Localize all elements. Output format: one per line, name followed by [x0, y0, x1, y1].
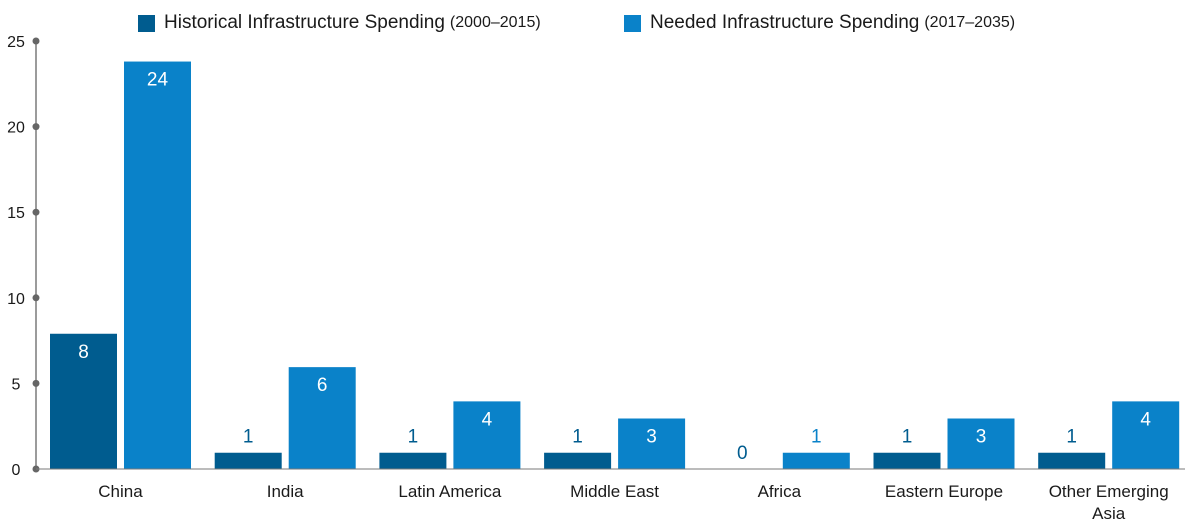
data-label: 3: [646, 426, 657, 447]
legend-period-historical: (2000–2015): [449, 14, 541, 31]
x-tick-label: Other Emerging: [1049, 482, 1169, 501]
data-label: 4: [1140, 409, 1151, 430]
bar: [214, 452, 282, 469]
data-label: 24: [147, 70, 169, 91]
chart-legend: Historical Infrastructure Spending (2000…: [0, 12, 1200, 42]
data-label: 6: [317, 375, 328, 396]
legend-item-historical: Historical Infrastructure Spending (2000…: [138, 12, 541, 34]
y-tick-label: 25: [7, 34, 25, 51]
y-tick-label: 5: [12, 376, 21, 393]
bar: [379, 452, 447, 469]
legend-label-historical: Historical Infrastructure Spending: [164, 12, 445, 33]
y-tick-label: 20: [7, 120, 25, 137]
bar: [873, 452, 941, 469]
legend-label-needed: Needed Infrastructure Spending: [650, 12, 920, 33]
bar: [288, 367, 356, 469]
bar: [544, 452, 612, 469]
data-label: 3: [976, 426, 987, 447]
x-tick-label: India: [267, 482, 304, 501]
x-tick-label: Eastern Europe: [885, 482, 1003, 501]
y-tick-label: 10: [7, 291, 25, 308]
y-tick-dot: [32, 37, 40, 45]
bar: [124, 61, 191, 469]
x-tick-label: Middle East: [570, 482, 659, 501]
legend-item-needed: Needed Infrastructure Spending (2017–203…: [624, 12, 1015, 34]
x-tick-label: Latin America: [398, 482, 502, 501]
bar: [947, 418, 1015, 469]
legend-swatch-historical: [138, 14, 155, 32]
data-label: 1: [902, 427, 913, 448]
data-label: 4: [482, 409, 493, 430]
data-label: 1: [408, 427, 419, 448]
bar: [782, 452, 850, 469]
legend-period-needed: (2017–2035): [924, 14, 1016, 31]
bar: [453, 401, 521, 469]
data-label: 1: [243, 427, 254, 448]
bar: [1112, 401, 1180, 469]
y-tick-dot: [32, 294, 40, 302]
y-tick-dot: [32, 379, 40, 387]
data-label: 1: [811, 427, 822, 448]
x-tick-label: Asia: [1092, 504, 1126, 523]
data-label: 0: [737, 443, 748, 464]
x-tick-label: Africa: [758, 482, 802, 501]
y-tick-dot: [32, 123, 40, 131]
y-tick-dot: [32, 208, 40, 216]
data-label: 8: [78, 342, 89, 363]
data-label: 1: [572, 427, 583, 448]
bar: [50, 333, 117, 469]
y-tick-label: 15: [7, 205, 25, 222]
x-tick-label: China: [98, 482, 143, 501]
data-label: 1: [1066, 427, 1077, 448]
bar: [618, 418, 686, 469]
bar: [1038, 452, 1106, 469]
legend-swatch-needed: [624, 14, 641, 32]
y-tick-label: 0: [12, 462, 21, 479]
